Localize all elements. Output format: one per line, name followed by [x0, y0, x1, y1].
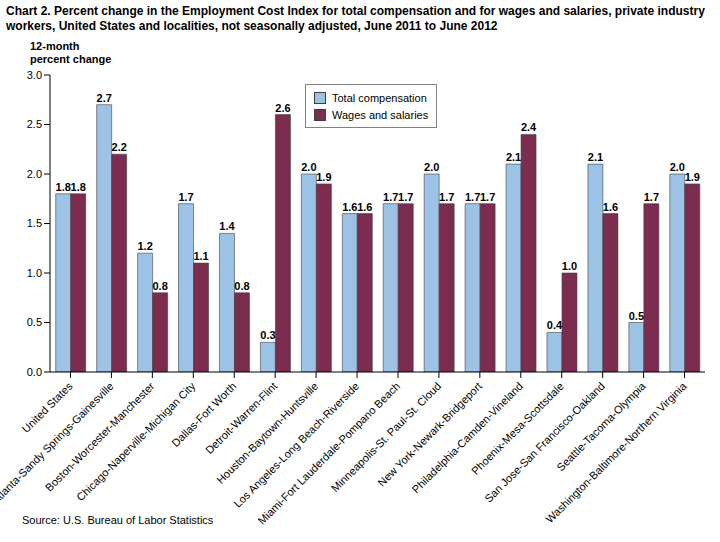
svg-text:0.0: 0.0	[27, 366, 42, 378]
svg-text:2.1: 2.1	[588, 151, 603, 163]
svg-text:1.7: 1.7	[465, 191, 480, 203]
svg-text:2.5: 2.5	[27, 118, 42, 130]
svg-text:1.7: 1.7	[383, 191, 398, 203]
svg-text:Miami-Fort Lauderdale-Pompano: Miami-Fort Lauderdale-Pompano Beach	[255, 380, 402, 527]
svg-text:0.3: 0.3	[260, 329, 275, 341]
svg-text:New York-Newark-Bridgeport: New York-Newark-Bridgeport	[375, 379, 485, 489]
svg-text:2.0: 2.0	[27, 168, 42, 180]
svg-text:United States: United States	[19, 379, 75, 435]
svg-text:1.4: 1.4	[219, 220, 235, 232]
svg-text:Detroit-Warren-Flint: Detroit-Warren-Flint	[203, 380, 279, 456]
svg-text:2.4: 2.4	[521, 121, 537, 133]
svg-text:2.0: 2.0	[301, 161, 316, 173]
svg-text:1.6: 1.6	[603, 201, 618, 213]
svg-text:Washington-Baltimore-Northern: Washington-Baltimore-Northern Virginia	[543, 379, 689, 525]
svg-text:2.2: 2.2	[112, 141, 127, 153]
svg-text:San Jose-San Francisco-Oakland: San Jose-San Francisco-Oakland	[482, 379, 607, 505]
svg-text:Los Angeles-Long Beach-Riversi: Los Angeles-Long Beach-Riverside	[231, 379, 362, 510]
svg-text:0.8: 0.8	[152, 280, 167, 292]
svg-text:Phoenix-Mesa-Scottsdale: Phoenix-Mesa-Scottsdale	[468, 379, 566, 477]
svg-text:Seattle-Tacoma-Olympia: Seattle-Tacoma-Olympia	[554, 379, 648, 474]
svg-text:1.2: 1.2	[137, 240, 152, 252]
svg-text:3.0: 3.0	[27, 69, 42, 81]
svg-text:0.4: 0.4	[547, 319, 563, 331]
svg-text:Boston-Worcester-Manchester: Boston-Worcester-Manchester	[42, 379, 157, 494]
svg-text:Dallas-Fort Worth: Dallas-Fort Worth	[169, 379, 239, 449]
svg-text:1.6: 1.6	[357, 201, 372, 213]
html-text:Wages and salaries: Wages and salaries	[332, 108, 429, 121]
html-text:Total compensation: Total compensation	[332, 91, 427, 104]
svg-text:1.5: 1.5	[27, 217, 42, 229]
svg-text:Houston-Baytown-Huntsville: Houston-Baytown-Huntsville	[214, 379, 321, 486]
svg-text:1.8: 1.8	[56, 181, 71, 193]
svg-text:1.1: 1.1	[193, 250, 208, 262]
svg-text:Chicago-Naperville-Michigan Ci: Chicago-Naperville-Michigan City	[74, 379, 198, 504]
html-text:Chart 2. Percent change in the: Chart 2. Percent change in the Employmen…	[6, 4, 705, 33]
svg-text:1.0: 1.0	[562, 260, 577, 272]
svg-text:Philadelphia-Camden-Vineland: Philadelphia-Camden-Vineland	[409, 379, 525, 496]
svg-text:2.0: 2.0	[424, 161, 439, 173]
svg-text:0.8: 0.8	[234, 280, 249, 292]
svg-text:1.7: 1.7	[439, 191, 454, 203]
svg-text:0.5: 0.5	[629, 310, 644, 322]
svg-text:1.6: 1.6	[342, 201, 357, 213]
svg-text:2.1: 2.1	[506, 151, 521, 163]
svg-text:1.7: 1.7	[178, 191, 193, 203]
svg-text:2.7: 2.7	[97, 92, 112, 104]
html-text:12-month: 12-month	[30, 40, 80, 52]
svg-text:1.0: 1.0	[27, 267, 42, 279]
svg-text:Minneapolis-St. Paul-St. Cloud: Minneapolis-St. Paul-St. Cloud	[328, 379, 444, 495]
svg-text:1.7: 1.7	[644, 191, 659, 203]
svg-text:1.9: 1.9	[685, 171, 700, 183]
svg-text:2.6: 2.6	[275, 102, 290, 114]
svg-text:0.5: 0.5	[27, 316, 42, 328]
svg-text:1.7: 1.7	[398, 191, 413, 203]
svg-text:1.9: 1.9	[316, 171, 331, 183]
svg-text:2.0: 2.0	[670, 161, 685, 173]
svg-text:1.8: 1.8	[71, 181, 86, 193]
svg-text:1.7: 1.7	[480, 191, 495, 203]
html-text:percent change: percent change	[30, 53, 112, 65]
html-text:Source: U.S. Bureau of Labor S: Source: U.S. Bureau of Labor Statistics	[22, 514, 214, 526]
